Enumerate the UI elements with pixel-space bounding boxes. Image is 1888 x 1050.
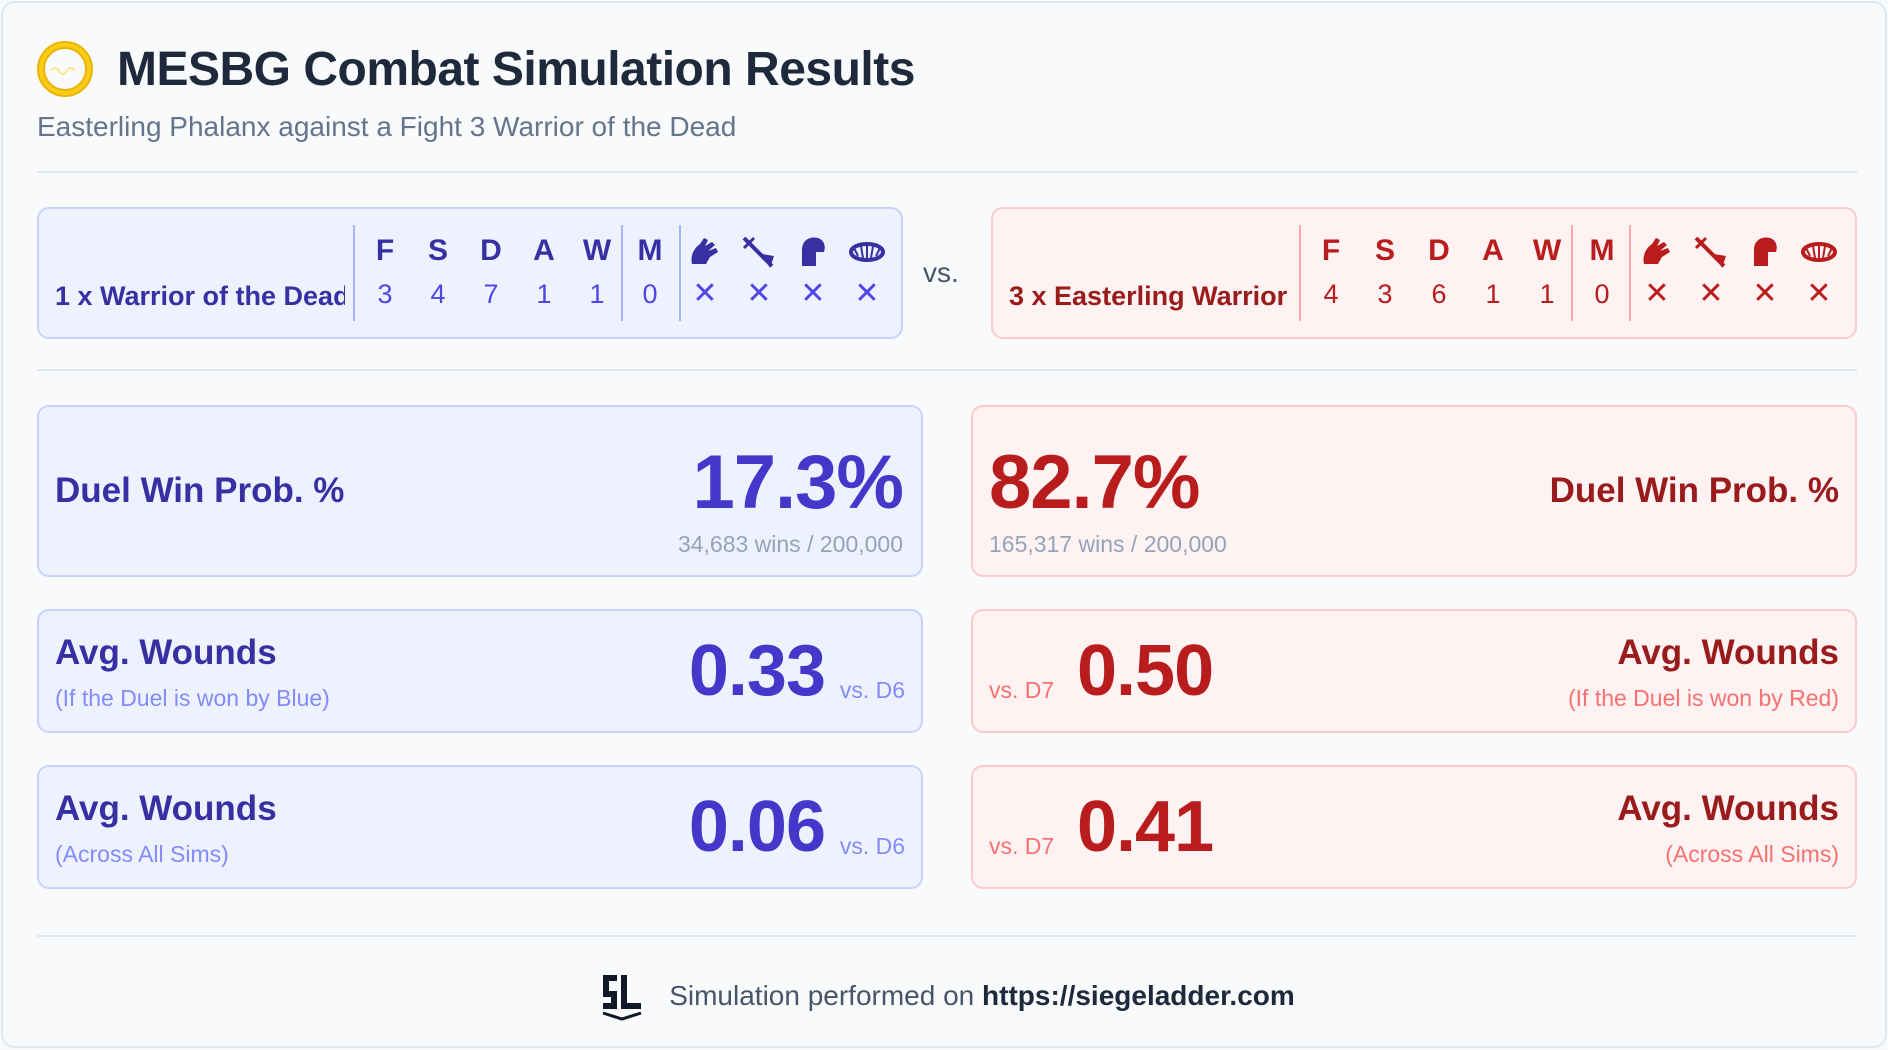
divider (37, 369, 1857, 371)
siegeladder-link[interactable]: https://siegeladder.com (982, 980, 1295, 1011)
footer: Simulation performed on https://siegelad… (3, 971, 1888, 1021)
stat-separator (679, 225, 681, 321)
helmet-icon (1754, 237, 1777, 267)
red-special-crown: ✕ (1793, 231, 1845, 317)
ring-icon (37, 41, 93, 97)
blue-wounds-all-card: Avg. Wounds (Across All Sims) 0.06 vs. D… (37, 765, 923, 889)
blue-special-two-handed: ✕ (679, 231, 731, 317)
stat-separator (1629, 225, 1631, 321)
blue-wounds-won-value: 0.33 (688, 631, 826, 711)
versus-label: vs. (923, 257, 959, 288)
helmet-icon (802, 237, 825, 267)
divider (37, 935, 1857, 937)
blue-special-helmet: ✕ (787, 231, 839, 317)
win-prob-label: Duel Win Prob. % (1549, 471, 1839, 510)
red-wins-detail: 165,317 wins / 200,000 (989, 531, 1227, 557)
spear-icon (742, 236, 774, 269)
red-wounds-won-card: vs. D7 0.50 Avg. Wounds (If the Duel is … (971, 609, 1857, 733)
red-unit-name: 3 x Easterling Warrior (1009, 281, 1288, 311)
red-wounds-all-value: 0.41 (1077, 787, 1214, 867)
avg-wounds-label: Avg. Wounds (1617, 633, 1839, 672)
red-win-prob-card: 82.7% 165,317 wins / 200,000 Duel Win Pr… (971, 405, 1857, 577)
stat-separator (621, 225, 623, 321)
blue-wounds-all-vs: vs. D6 (839, 833, 905, 859)
avg-wounds-label: Avg. Wounds (1617, 789, 1839, 828)
avg-wounds-label: Avg. Wounds (55, 789, 277, 828)
avg-wounds-sublabel: (Across All Sims) (55, 841, 229, 867)
blue-win-pct: 17.3% (692, 440, 904, 525)
stat-separator (353, 225, 355, 321)
red-win-pct: 82.7% (989, 440, 1200, 525)
divider (37, 171, 1857, 173)
red-wounds-won-value: 0.50 (1077, 631, 1214, 711)
avg-wounds-sublabel: (Across All Sims) (1665, 841, 1839, 867)
page-title: MESBG Combat Simulation Results (117, 42, 915, 96)
header: MESBG Combat Simulation Results (37, 41, 915, 97)
blue-wounds-all-value: 0.06 (688, 787, 826, 867)
crown-icon (1801, 242, 1837, 263)
footer-text: Simulation performed on https://siegelad… (669, 980, 1295, 1011)
blue-wounds-won-card: Avg. Wounds (If the Duel is won by Blue)… (37, 609, 923, 733)
red-special-spear: ✕ (1685, 231, 1737, 317)
crown-icon (849, 242, 885, 263)
spear-icon (1694, 236, 1726, 269)
red-special-two-handed: ✕ (1631, 231, 1683, 317)
red-wounds-won-vs: vs. D7 (989, 677, 1055, 703)
red-wounds-all-card: vs. D7 0.41 Avg. Wounds (Across All Sims… (971, 765, 1857, 889)
blue-unit-name: 1 x Warrior of the Dead (55, 281, 345, 311)
blue-special-spear: ✕ (733, 231, 785, 317)
avg-wounds-label: Avg. Wounds (55, 633, 277, 672)
blue-special-crown: ✕ (841, 231, 893, 317)
avg-wounds-sublabel: (If the Duel is won by Red) (1567, 685, 1839, 711)
stat-separator (1299, 225, 1301, 321)
red-wounds-all-vs: vs. D7 (989, 833, 1055, 859)
page-subtitle: Easterling Phalanx against a Fight 3 War… (37, 111, 737, 142)
blue-wounds-won-vs: vs. D6 (839, 677, 905, 703)
red-special-helmet: ✕ (1739, 231, 1791, 317)
avg-wounds-sublabel: (If the Duel is won by Blue) (55, 685, 330, 711)
two-handed-icon (691, 238, 718, 265)
blue-win-prob-card: Duel Win Prob. % 17.3% 34,683 wins / 200… (37, 405, 923, 577)
two-handed-icon (1643, 238, 1670, 265)
stat-separator (1571, 225, 1573, 321)
siege-ladder-logo (602, 975, 642, 1021)
win-prob-label: Duel Win Prob. % (55, 471, 345, 510)
blue-wins-detail: 34,683 wins / 200,000 (677, 531, 903, 557)
